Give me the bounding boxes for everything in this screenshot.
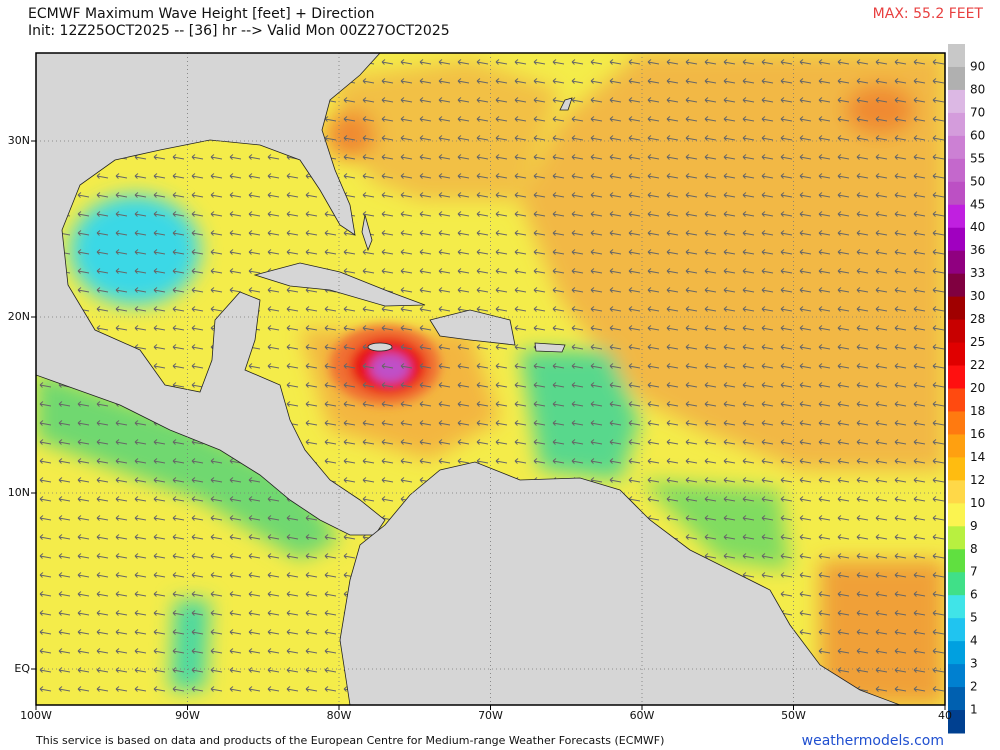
colorbar-swatch [948, 618, 965, 642]
colorbar-label: 40 [970, 220, 985, 234]
colorbar-label: 90 [970, 59, 985, 73]
colorbar-label: 1 [970, 703, 978, 717]
colorbar-swatch [948, 457, 965, 481]
colorbar-swatch [948, 227, 965, 252]
colorbar-swatch [948, 572, 965, 596]
land [36, 53, 901, 705]
colorbar-swatch [948, 66, 965, 91]
colorbar: 9080706055504540363330282522201816141210… [948, 44, 985, 734]
lon-label: 60W [630, 709, 655, 722]
map-area [36, 53, 945, 705]
colorbar-swatch [948, 112, 965, 137]
colorbar-swatch [948, 687, 965, 711]
colorbar-swatch [948, 342, 965, 367]
colorbar-label: 10 [970, 496, 985, 510]
colorbar-label: 28 [970, 312, 985, 326]
colorbar-swatch [948, 135, 965, 160]
colorbar-label: 50 [970, 174, 985, 188]
lon-label: 50W [781, 709, 806, 722]
colorbar-swatch [948, 480, 965, 504]
colorbar-swatch [948, 250, 965, 275]
colorbar-label: 36 [970, 243, 985, 257]
colorbar-swatch [948, 434, 965, 458]
colorbar-swatch [948, 664, 965, 688]
colorbar-label: 20 [970, 381, 985, 395]
colorbar-label: 7 [970, 565, 978, 579]
colorbar-swatch [948, 365, 965, 389]
colorbar-label: 3 [970, 657, 978, 671]
colorbar-swatch [948, 503, 965, 527]
colorbar-swatch [948, 158, 965, 183]
lat-label: 10N [8, 486, 30, 499]
colorbar-label: 22 [970, 358, 985, 372]
colorbar-label: 14 [970, 450, 985, 464]
colorbar-swatch [948, 273, 965, 298]
colorbar-swatch [948, 411, 965, 435]
colorbar-label: 33 [970, 266, 985, 280]
colorbar-swatch [948, 710, 965, 734]
subtitle: Init: 12Z25OCT2025 -- [36] hr --> Valid … [28, 23, 450, 39]
lon-label: 80W [327, 709, 352, 722]
max-value: MAX: 55.2 FEET [873, 6, 984, 22]
colorbar-label: 6 [970, 588, 978, 602]
colorbar-label: 80 [970, 82, 985, 96]
colorbar-label: 4 [970, 634, 978, 648]
graticule [36, 53, 945, 705]
colorbar-swatch [948, 388, 965, 412]
lon-label: 70W [478, 709, 503, 722]
colorbar-swatch [948, 595, 965, 619]
colorbar-label: 55 [970, 151, 985, 165]
colorbar-swatch [948, 44, 965, 68]
colorbar-label: 45 [970, 197, 985, 211]
colorbar-swatch [948, 641, 965, 665]
axis-labels: 30N 20N 10N EQ 100W 90W 80W 70W 60W 50W 40 [8, 134, 952, 722]
colorbar-swatch [948, 319, 965, 344]
colorbar-label: 12 [970, 473, 985, 487]
lat-label: 20N [8, 310, 30, 323]
colorbar-swatch [948, 549, 965, 573]
colorbar-label: 30 [970, 289, 985, 303]
colorbar-label: 18 [970, 404, 985, 418]
lon-label: 40 [938, 709, 952, 722]
colorbar-label: 16 [970, 427, 985, 441]
colorbar-label: 25 [970, 335, 985, 349]
title: ECMWF Maximum Wave Height [feet] + Direc… [28, 6, 375, 22]
lon-label: 100W [20, 709, 52, 722]
colorbar-swatch [948, 296, 965, 321]
colorbar-label: 2 [970, 680, 978, 694]
colorbar-label: 9 [970, 519, 978, 533]
lon-label: 90W [175, 709, 200, 722]
footer-credit: This service is based on data and produc… [35, 734, 664, 747]
colorbar-label: 60 [970, 128, 985, 142]
colorbar-label: 8 [970, 542, 978, 556]
colorbar-swatch [948, 204, 965, 229]
colorbar-label: 5 [970, 611, 978, 625]
lat-label: EQ [14, 662, 30, 675]
colorbar-swatch [948, 89, 965, 114]
colorbar-label: 70 [970, 105, 985, 119]
colorbar-swatch [948, 181, 965, 206]
footer-source[interactable]: weathermodels.com [802, 733, 944, 749]
colorbar-swatch [948, 526, 965, 550]
lat-label: 30N [8, 134, 30, 147]
